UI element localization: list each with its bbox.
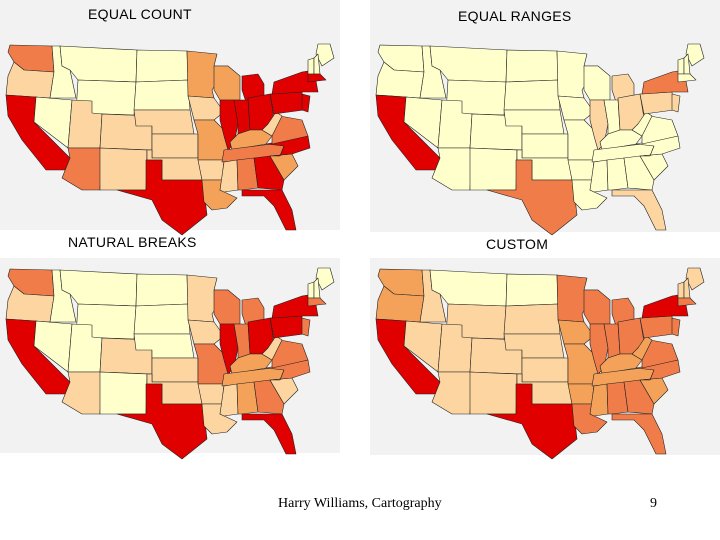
state-nc xyxy=(265,359,311,381)
state-nc xyxy=(265,135,311,157)
state-vt xyxy=(307,281,315,299)
state-fl xyxy=(241,189,297,231)
state-nd xyxy=(505,49,559,83)
choropleth-map-custom xyxy=(375,267,705,460)
state-tx xyxy=(116,159,208,236)
state-wi xyxy=(583,65,611,101)
state-ar xyxy=(197,159,225,181)
state-ny xyxy=(271,293,319,319)
state-pa xyxy=(639,315,675,339)
state-fl xyxy=(611,413,667,455)
state-wv xyxy=(261,335,283,361)
state-fl xyxy=(611,189,667,231)
state-nj xyxy=(301,317,311,337)
state-ga xyxy=(253,379,285,415)
state-al xyxy=(606,157,629,191)
state-nj xyxy=(671,93,681,113)
state-ia xyxy=(557,319,595,345)
state-sd xyxy=(503,79,561,111)
state-nd xyxy=(135,273,189,307)
state-nd xyxy=(135,49,189,83)
state-pa xyxy=(269,91,305,115)
state-sd xyxy=(133,303,191,335)
state-nc xyxy=(635,135,681,157)
state-nm xyxy=(469,147,518,191)
state-vt xyxy=(677,281,685,299)
state-ks xyxy=(521,357,569,383)
state-sd xyxy=(503,303,561,335)
state-nm xyxy=(99,147,148,191)
state-vt xyxy=(307,57,315,75)
map-title-natural-breaks: NATURAL BREAKS xyxy=(68,234,197,250)
state-ny xyxy=(271,69,319,95)
state-az xyxy=(431,371,473,415)
state-ia xyxy=(187,95,225,121)
state-wi xyxy=(213,289,241,325)
state-tx xyxy=(116,383,208,460)
state-tx xyxy=(486,159,578,236)
state-ma xyxy=(677,73,697,83)
state-ar xyxy=(197,383,225,405)
state-wv xyxy=(631,335,653,361)
page-number: 9 xyxy=(650,496,657,511)
state-vt xyxy=(677,57,685,75)
state-ga xyxy=(623,155,655,191)
state-ma xyxy=(307,297,327,307)
state-al xyxy=(236,157,259,191)
state-nj xyxy=(301,93,311,113)
footer-credit: Harry Williams, Cartography xyxy=(278,496,442,511)
state-me xyxy=(315,267,335,291)
choropleth-map-natural-breaks xyxy=(5,267,335,460)
state-nm xyxy=(469,371,518,415)
state-wi xyxy=(583,289,611,325)
state-ks xyxy=(521,133,569,159)
state-nc xyxy=(635,359,681,381)
state-ny xyxy=(641,69,689,95)
map-title-custom: CUSTOM xyxy=(486,236,549,252)
state-ga xyxy=(623,379,655,415)
state-ia xyxy=(557,95,595,121)
state-me xyxy=(685,267,705,291)
state-wv xyxy=(631,111,653,137)
state-ks xyxy=(151,133,199,159)
choropleth-map-equal-ranges xyxy=(375,43,705,236)
state-ms xyxy=(219,383,239,417)
state-ma xyxy=(307,73,327,83)
state-az xyxy=(61,371,103,415)
state-az xyxy=(61,147,103,191)
state-ia xyxy=(187,319,225,345)
state-ar xyxy=(567,159,595,181)
state-ms xyxy=(219,159,239,193)
state-nd xyxy=(505,273,559,307)
state-tx xyxy=(486,383,578,460)
state-sd xyxy=(133,79,191,111)
state-az xyxy=(431,147,473,191)
state-ms xyxy=(589,383,609,417)
state-ga xyxy=(253,155,285,191)
state-ny xyxy=(641,293,689,319)
state-pa xyxy=(269,315,305,339)
state-nm xyxy=(99,371,148,415)
choropleth-map-equal-count xyxy=(5,43,335,236)
state-wi xyxy=(213,65,241,101)
state-fl xyxy=(241,413,297,455)
state-ms xyxy=(589,159,609,193)
map-title-equal-ranges: EQUAL RANGES xyxy=(458,8,572,24)
state-ks xyxy=(151,357,199,383)
state-nj xyxy=(671,317,681,337)
state-al xyxy=(236,381,259,415)
state-pa xyxy=(639,91,675,115)
state-al xyxy=(606,381,629,415)
state-ar xyxy=(567,383,595,405)
state-me xyxy=(685,43,705,67)
state-ma xyxy=(677,297,697,307)
state-me xyxy=(315,43,335,67)
map-title-equal-count: EQUAL COUNT xyxy=(88,6,192,22)
state-wv xyxy=(261,111,283,137)
